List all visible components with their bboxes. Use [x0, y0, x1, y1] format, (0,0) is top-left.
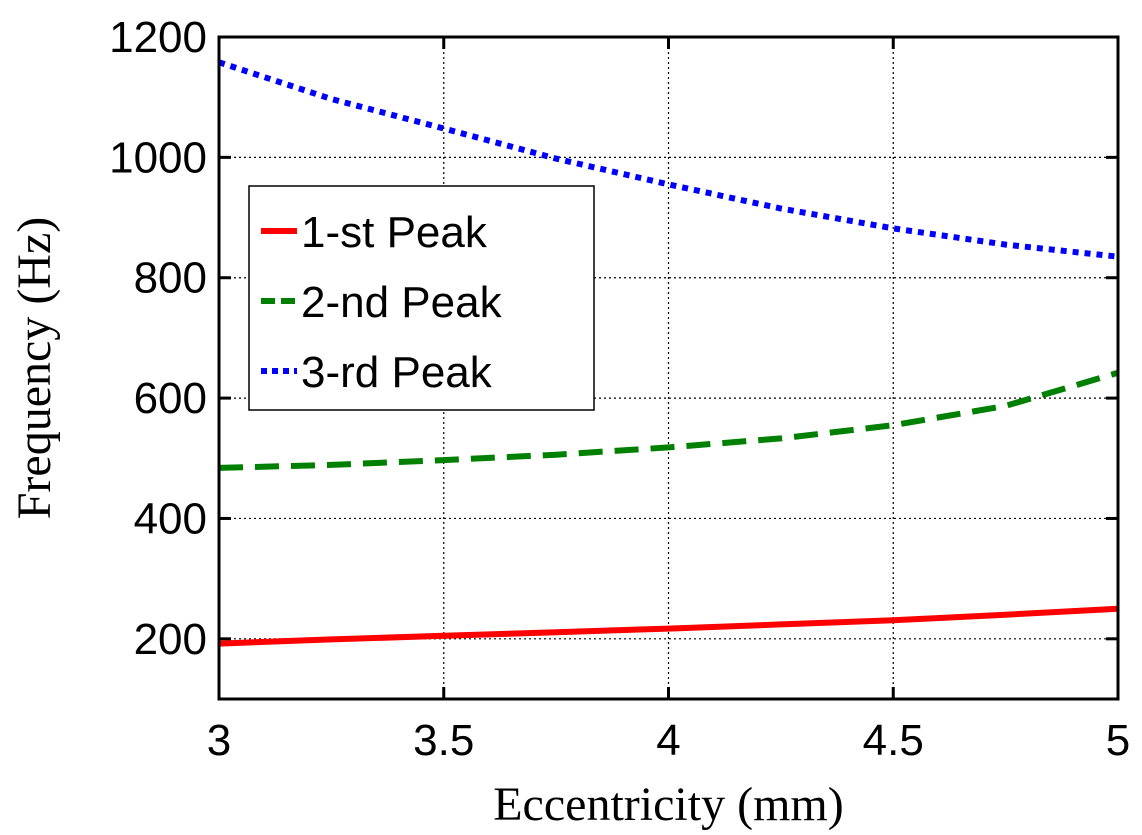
x-tick-label: 3.5 — [413, 716, 474, 765]
x-tick-label: 4.5 — [863, 716, 924, 765]
y-tick-label: 400 — [134, 494, 207, 543]
x-axis-title: Eccentricity (mm) — [493, 778, 844, 831]
y-tick-label: 800 — [134, 254, 207, 303]
series-line-3 — [218, 59, 1119, 260]
x-tick-label: 3 — [207, 716, 231, 765]
axis-ticks — [217, 35, 1120, 699]
y-tick-label: 200 — [134, 615, 207, 664]
x-tick-label: 4 — [656, 716, 680, 765]
y-tick-label: 1000 — [109, 133, 207, 182]
series-line-2 — [218, 369, 1119, 471]
legend: 1-st Peak 2-nd Peak 3-rd Peak — [248, 185, 595, 411]
y-tick-label: 1200 — [109, 13, 207, 62]
legend-label-2: 2-nd Peak — [301, 278, 503, 327]
y-axis-title: Frequency (Hz) — [8, 217, 61, 520]
series-lines — [218, 59, 1119, 647]
legend-label-3: 3-rd Peak — [301, 348, 493, 397]
x-axis-tick-labels: 3 3.5 4 4.5 5 — [207, 716, 1130, 765]
series-line-1 — [218, 605, 1119, 647]
y-axis-tick-labels: 200 400 600 800 1000 1200 — [109, 13, 207, 664]
y-tick-label: 600 — [134, 374, 207, 423]
legend-label-1: 1-st Peak — [301, 208, 488, 257]
legend-box — [248, 185, 595, 411]
x-tick-label: 5 — [1106, 716, 1130, 765]
